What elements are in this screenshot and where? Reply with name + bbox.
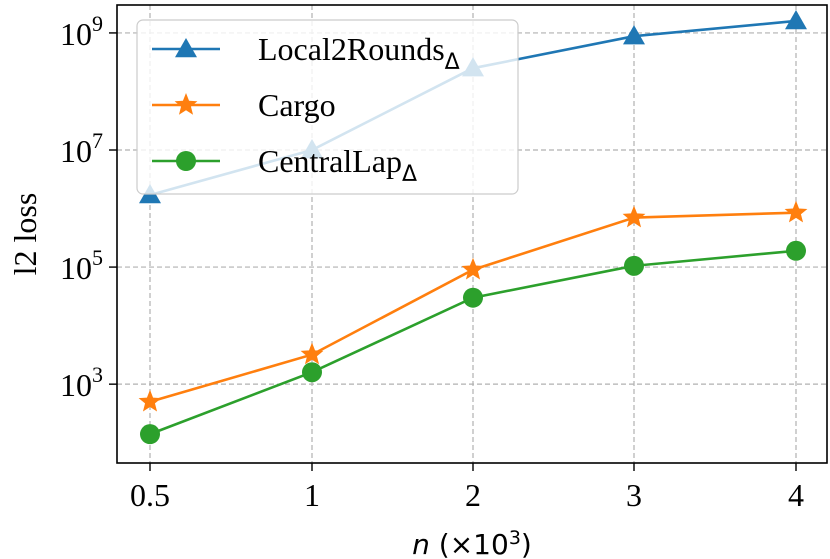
x-axis-label: n (×103) bbox=[412, 527, 532, 559]
data-point-circle bbox=[624, 255, 644, 276]
data-point-star bbox=[461, 257, 485, 280]
legend: Local2RoundsΔ Cargo CentralLapΔ bbox=[136, 19, 519, 195]
data-point-star bbox=[622, 205, 646, 228]
data-point-star bbox=[138, 389, 162, 412]
data-point-star bbox=[300, 342, 324, 365]
x-axis: 0.5 1 2 3 4 bbox=[130, 463, 804, 513]
x-tick-label: 1 bbox=[304, 477, 320, 513]
data-point-circle bbox=[786, 240, 806, 261]
x-tick-label: 2 bbox=[465, 477, 481, 513]
legend-label: Local2RoundsΔ bbox=[258, 31, 460, 75]
legend-label: CentralLapΔ bbox=[258, 143, 417, 187]
data-point-triangle bbox=[785, 9, 807, 30]
data-point-triangle bbox=[623, 25, 645, 45]
y-tick-label: 109 bbox=[60, 11, 103, 52]
x-tick-label: 0.5 bbox=[130, 477, 170, 513]
data-point-circle bbox=[463, 287, 483, 308]
x-tick-label: 4 bbox=[788, 477, 804, 513]
y-tick-label: 103 bbox=[60, 362, 103, 403]
legend-box bbox=[136, 19, 519, 195]
y-axis-label: l2 loss bbox=[7, 193, 43, 276]
y-tick-label: 105 bbox=[60, 245, 103, 286]
data-point-star bbox=[784, 200, 808, 223]
data-point-circle bbox=[302, 362, 322, 383]
data-point-circle bbox=[140, 424, 160, 445]
plot-frame bbox=[116, 4, 828, 464]
y-axis: 103 105 107 109 bbox=[60, 11, 117, 403]
legend-marker-circle bbox=[176, 151, 196, 171]
legend-marker-star bbox=[174, 93, 198, 115]
legend-label: Cargo bbox=[258, 87, 336, 123]
legend-marker-triangle bbox=[175, 38, 197, 58]
y-tick-label: 107 bbox=[60, 128, 103, 169]
x-tick-label: 3 bbox=[626, 477, 642, 513]
